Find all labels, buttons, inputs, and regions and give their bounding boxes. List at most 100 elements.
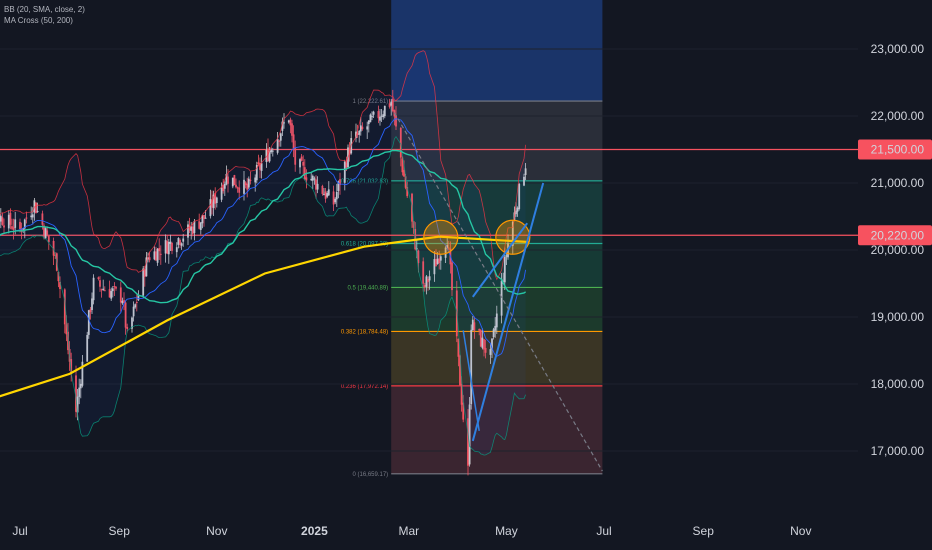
bb-basis-line [0, 118, 527, 357]
candle-body [345, 162, 348, 168]
fib-label-0: 0 (16,659.17) [352, 472, 388, 478]
candle-body [63, 289, 66, 325]
candle-body [164, 240, 167, 254]
candle-body [379, 116, 381, 121]
candle-body [169, 241, 172, 244]
ma-legend[interactable]: MA Cross (50, 200) [4, 16, 73, 25]
fib-label-0.236: 0.236 (17,972.14) [341, 384, 388, 390]
candle-body [123, 300, 125, 303]
candle-body [459, 355, 461, 386]
candle-body [97, 277, 100, 279]
candle-body [59, 281, 61, 290]
candle-body [359, 125, 362, 132]
candle-body [156, 248, 159, 263]
level-price-label[interactable]: 20,220.00 [871, 228, 925, 242]
candle-body [19, 221, 21, 229]
candle-body [235, 184, 237, 188]
candle-body [159, 253, 162, 255]
price-axis[interactable]: 17,000.00 18,000.00 19,000.00 20,000.00 21,0… [858, 42, 932, 458]
price-tick-label: 22,000.00 [871, 109, 925, 123]
candle-body [265, 150, 268, 162]
candle-body [175, 247, 178, 253]
candle-body [302, 161, 305, 166]
candle-body [276, 138, 279, 153]
fib-label-0.5: 0.5 (19,440.89) [347, 285, 388, 291]
candle-body [439, 256, 442, 261]
candle-body [279, 133, 282, 141]
level-price-label[interactable]: 21,500.00 [871, 143, 925, 157]
time-tick-label: May [495, 524, 518, 538]
candle-body [22, 228, 25, 230]
candle-body [417, 250, 420, 264]
candle-body [505, 255, 508, 257]
candle-body [292, 134, 295, 150]
fib-label-0.382: 0.382 (18,784.48) [341, 329, 388, 335]
candle-body [46, 230, 49, 236]
candle-body [198, 221, 201, 229]
fib-extension-zone [391, 0, 603, 102]
candle-body [339, 179, 341, 186]
candle-body [447, 247, 450, 249]
candle-body [113, 285, 116, 287]
bb-legend[interactable]: BB (20, SMA, close, 2) [4, 5, 85, 14]
candle-body [35, 202, 37, 214]
time-tick-label: Jul [596, 524, 611, 538]
candle-body [427, 278, 429, 283]
candle-body [462, 402, 465, 420]
candle-body [369, 114, 372, 123]
time-tick-label: Sep [109, 524, 131, 538]
candle-body [313, 178, 316, 180]
candle-body [76, 396, 79, 413]
highlight-circle[interactable] [495, 219, 531, 255]
time-tick-label: 2025 [301, 524, 328, 538]
candle-body [246, 183, 249, 190]
candle-body [236, 187, 239, 189]
dashed-trendline[interactable] [393, 112, 603, 472]
candle-body [471, 319, 474, 331]
candle-body [428, 276, 431, 281]
candle-body [155, 251, 157, 261]
candle-body [47, 235, 50, 243]
candle-body [271, 150, 274, 152]
candle-body [244, 182, 247, 186]
candle-body [249, 179, 252, 182]
fib-label-0.786: 0.786 (21,032.83) [341, 179, 388, 185]
candle-body [489, 349, 492, 355]
candle-body [260, 163, 263, 171]
candle-body [222, 185, 225, 192]
candle-body [187, 224, 189, 238]
candle-body [115, 286, 117, 289]
candle-body [478, 329, 481, 331]
candle-body [126, 327, 129, 330]
candle-body [300, 156, 303, 161]
candle-body [81, 361, 84, 386]
annotations[interactable] [393, 112, 603, 472]
candle-body [44, 228, 47, 239]
trendline-short[interactable] [462, 330, 480, 432]
candle-body [361, 126, 364, 130]
time-axis[interactable]: Jul Sep Nov 2025 Mar May Jul Sep Nov [12, 524, 811, 538]
candle-body [100, 289, 103, 291]
wedge-trendline-lower[interactable] [471, 222, 529, 298]
candle-body [287, 120, 290, 123]
candle-body [291, 123, 293, 136]
candle-body [380, 115, 383, 117]
highlight-circle[interactable] [423, 219, 459, 255]
candle-body [391, 99, 394, 112]
wedge-trendline-upper[interactable] [471, 182, 545, 442]
candle-body [388, 103, 391, 107]
candle-body [403, 170, 405, 177]
candle-body [355, 131, 357, 139]
candle-body [281, 121, 284, 131]
candle-body [254, 177, 257, 183]
candle-body [494, 325, 497, 331]
candle-body [323, 193, 325, 196]
candle-body [204, 217, 207, 219]
candle-body [209, 199, 212, 217]
horizontal-levels[interactable] [0, 148, 858, 236]
candle-body [33, 200, 36, 213]
candle-body [211, 199, 213, 208]
candle-body [25, 217, 28, 219]
candle-body [481, 337, 484, 348]
